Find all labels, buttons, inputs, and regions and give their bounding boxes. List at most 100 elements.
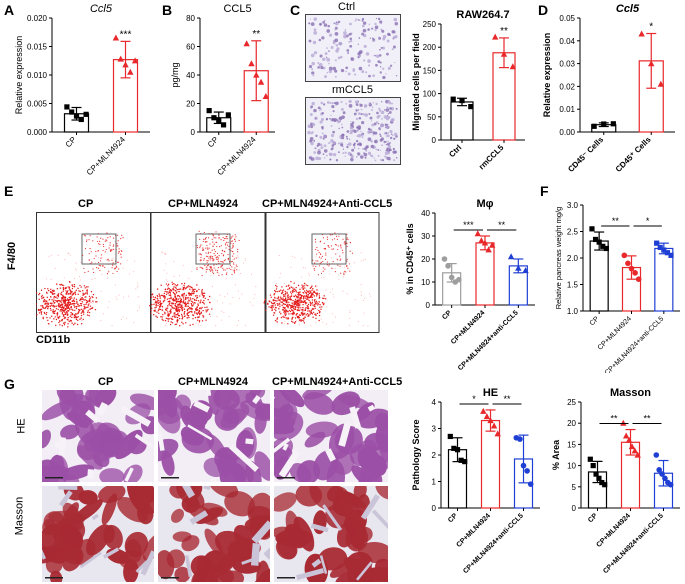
- flow-event: [162, 295, 164, 297]
- migrated-cell: [364, 113, 369, 117]
- flow-event: [48, 255, 50, 257]
- migrated-cell: [380, 28, 383, 31]
- flow-event: [177, 300, 180, 303]
- migrated-cell: [330, 125, 333, 127]
- flow-event: [39, 309, 41, 311]
- flow-event: [182, 297, 185, 299]
- flow-event: [323, 295, 325, 297]
- flow-event: [302, 288, 304, 291]
- flow-event: [179, 297, 181, 299]
- migrated-cell: [355, 103, 359, 107]
- flow-event: [188, 299, 190, 301]
- flow-event: [196, 247, 199, 249]
- flow-event: [297, 284, 300, 287]
- flow-event: [323, 276, 325, 278]
- migrated-cell: [362, 113, 366, 116]
- data-point: [657, 80, 665, 87]
- flow-event: [55, 296, 57, 298]
- migrated-cell: [383, 132, 386, 135]
- flow-event: [165, 253, 167, 255]
- flow-event: [177, 307, 179, 310]
- flow-event: [85, 292, 87, 294]
- flow-event: [88, 295, 91, 298]
- septum: [360, 494, 380, 520]
- data-point: [599, 479, 605, 486]
- data-point: [248, 60, 255, 67]
- flow-event: [170, 310, 172, 313]
- flow-event: [168, 290, 171, 292]
- flow-event: [231, 240, 233, 242]
- flow-event: [59, 303, 61, 305]
- flow-event: [158, 293, 160, 295]
- flow-event: [71, 316, 73, 319]
- flow-event: [83, 293, 86, 295]
- flow-event: [353, 262, 355, 264]
- flow-event: [179, 304, 181, 306]
- flow-event: [206, 261, 208, 264]
- septum: [42, 549, 47, 560]
- flow-event: [307, 310, 309, 312]
- flow-event: [69, 309, 71, 311]
- flow-event: [64, 297, 66, 299]
- flow-event: [281, 304, 283, 307]
- flow-event: [152, 293, 154, 295]
- flow-event: [161, 309, 163, 311]
- flow-event: [89, 248, 91, 250]
- flow-event: [250, 274, 252, 276]
- flow-event: [42, 317, 44, 320]
- migrated-cell: [313, 30, 318, 35]
- flow-event: [275, 283, 277, 285]
- flow-event: [203, 292, 206, 294]
- flow-event: [62, 296, 64, 298]
- migrated-cell: [326, 57, 331, 62]
- flow-event: [53, 299, 55, 301]
- flow-event: [263, 302, 265, 304]
- flow-event: [82, 298, 84, 300]
- flow-event: [167, 311, 169, 313]
- flow-event: [63, 314, 65, 316]
- flow-event: [199, 245, 201, 247]
- flow-event: [292, 311, 294, 313]
- panel-letter-f: F: [540, 183, 549, 199]
- flow-event: [66, 303, 68, 306]
- flow-event: [219, 294, 221, 296]
- flow-event: [225, 236, 227, 238]
- flow-event: [60, 291, 63, 294]
- flow-event: [154, 296, 157, 299]
- flow-event: [190, 308, 193, 310]
- flow-event: [188, 306, 191, 309]
- flow-event: [345, 271, 347, 273]
- flow-event: [212, 270, 214, 272]
- migrated-cell: [315, 156, 319, 161]
- migrated-cell: [311, 122, 316, 127]
- flow-event: [201, 291, 203, 293]
- migrated-cell: [308, 156, 313, 160]
- tissue-lobule: [175, 394, 191, 411]
- migrated-cell: [374, 140, 377, 143]
- x-tick-label: CP: [206, 135, 220, 149]
- flow-event: [80, 300, 82, 302]
- flow-event: [38, 309, 40, 312]
- flow-event: [59, 283, 61, 286]
- flow-event: [182, 300, 185, 303]
- flow-event: [63, 323, 66, 326]
- flow-event: [61, 325, 64, 327]
- flow-event: [157, 299, 160, 302]
- flow-event: [174, 295, 176, 298]
- flow-event: [230, 268, 232, 271]
- data-point: [211, 115, 217, 121]
- gate-cp-mln-anti: [311, 233, 347, 265]
- flow-event: [83, 267, 85, 270]
- flow-event: [112, 245, 114, 247]
- flow-event: [275, 307, 277, 309]
- flow-event: [168, 318, 170, 320]
- flow-event: [293, 312, 295, 315]
- flow-event: [215, 237, 217, 239]
- flow-event: [318, 251, 320, 254]
- flow-event: [224, 244, 227, 246]
- flow-event: [168, 303, 170, 306]
- flow-event: [232, 244, 234, 246]
- flow-event: [306, 305, 308, 307]
- migrated-cell: [357, 129, 359, 132]
- flow-event: [103, 245, 105, 248]
